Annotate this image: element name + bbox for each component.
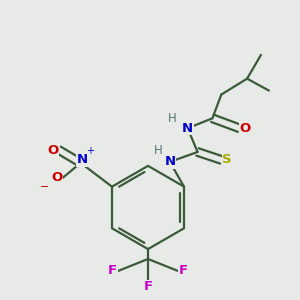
Text: N: N (182, 122, 193, 135)
Text: −: − (40, 182, 50, 192)
Text: O: O (51, 171, 62, 184)
Text: F: F (108, 264, 117, 278)
Text: N: N (76, 153, 88, 167)
Text: O: O (239, 122, 251, 135)
Text: +: + (85, 146, 94, 156)
Text: H: H (167, 112, 176, 125)
Text: F: F (179, 264, 188, 278)
Text: H: H (154, 143, 162, 157)
Text: N: N (164, 155, 175, 168)
Text: F: F (143, 280, 153, 293)
Text: S: S (223, 153, 232, 167)
Text: O: O (47, 143, 58, 157)
